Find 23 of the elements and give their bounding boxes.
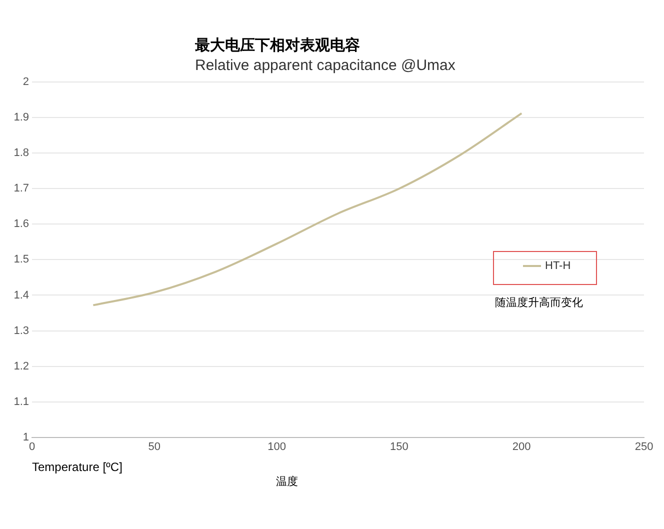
y-tick-label: 1.2: [14, 360, 29, 372]
y-tick-label: 1.6: [14, 218, 29, 230]
y-tick-label: 1.3: [14, 324, 29, 337]
x-tick-label: 50: [148, 441, 161, 454]
annotation: 随温度升高而变化: [495, 296, 583, 310]
text: 温度: [276, 474, 298, 489]
y-tick-label: 1.4: [14, 289, 29, 302]
x-tick-label: 250: [634, 441, 654, 454]
x-axis-title: Temperature [ºC]: [32, 460, 122, 474]
x-tick-label: 150: [390, 441, 408, 454]
y-tick-label: 1.5: [14, 254, 29, 266]
y-tick-label: 1.1: [14, 396, 29, 408]
y-tick-label: 1.9: [14, 112, 29, 124]
x-tick-label: 200: [512, 441, 531, 454]
y-tick-label: 1.7: [14, 182, 29, 195]
chart-title: 最大电压下相对表观电容: [195, 36, 360, 55]
y-tick-label: 2: [22, 76, 29, 88]
y-tick-label: 1: [22, 431, 29, 444]
x-tick-label: 0: [28, 441, 36, 454]
legend-label: HT-H: [545, 260, 571, 272]
chart-subtitle: Relative apparent capacitance @Umax: [195, 57, 456, 74]
y-tick-label: 1.8: [14, 147, 29, 160]
x-tick-label: 100: [268, 441, 286, 454]
